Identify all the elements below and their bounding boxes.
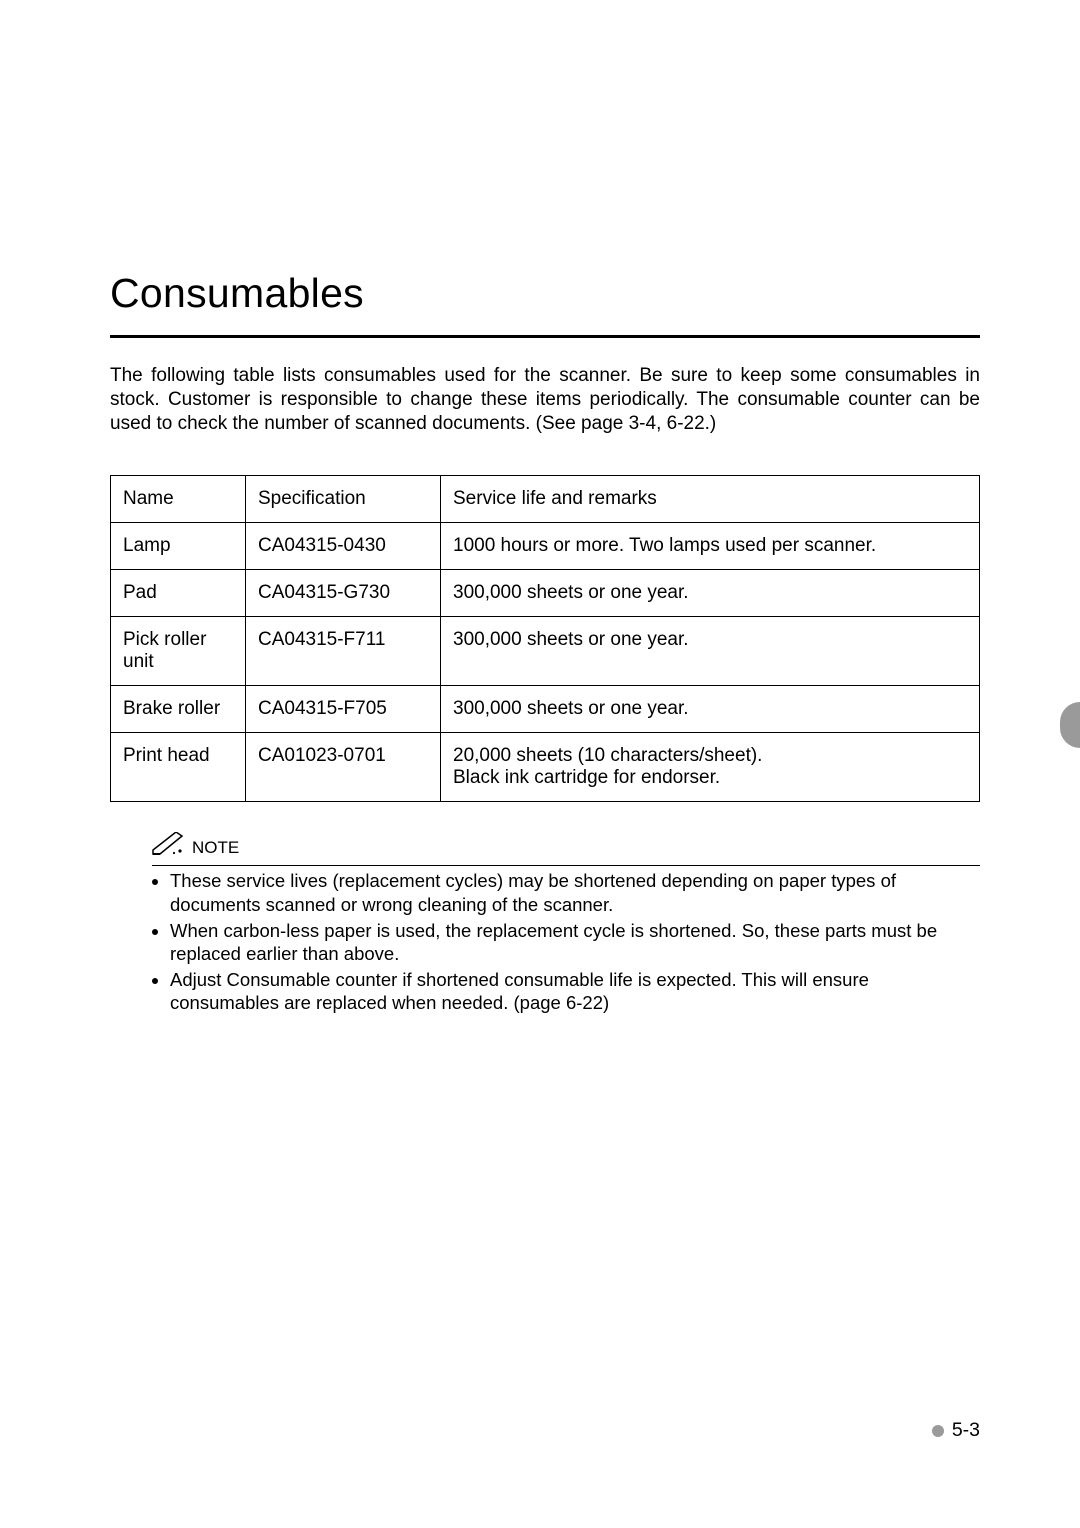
- table-row: Print head CA01023-0701 20,000 sheets (1…: [111, 733, 980, 802]
- note-block: NOTE These service lives (replacement cy…: [152, 832, 980, 1014]
- note-header: NOTE: [152, 832, 980, 861]
- table-header-row: Name Specification Service life and rema…: [111, 476, 980, 523]
- pencil-icon: [152, 832, 186, 861]
- note-item: These service lives (replacement cycles)…: [170, 869, 980, 915]
- col-service-life: Service life and remarks: [441, 476, 980, 523]
- table-row: Brake roller CA04315-F705 300,000 sheets…: [111, 686, 980, 733]
- title-underline: [110, 335, 980, 338]
- page-number-dot-icon: [932, 1425, 944, 1437]
- section-tab: [1060, 702, 1080, 748]
- cell-remarks: 1000 hours or more. Two lamps used per s…: [441, 523, 980, 570]
- note-item: When carbon-less paper is used, the repl…: [170, 919, 980, 965]
- cell-remarks: 300,000 sheets or one year.: [441, 686, 980, 733]
- col-specification: Specification: [246, 476, 441, 523]
- note-item: Adjust Consumable counter if shortened c…: [170, 968, 980, 1014]
- consumables-table: Name Specification Service life and rema…: [110, 475, 980, 802]
- cell-remarks: 20,000 sheets (10 characters/sheet). Bla…: [441, 733, 980, 802]
- cell-name: Brake roller: [111, 686, 246, 733]
- cell-name: Lamp: [111, 523, 246, 570]
- page-title: Consumables: [110, 270, 980, 317]
- page-number-text: 5-3: [952, 1419, 980, 1442]
- cell-remarks: 300,000 sheets or one year.: [441, 570, 980, 617]
- table-row: Lamp CA04315-0430 1000 hours or more. Tw…: [111, 523, 980, 570]
- col-name: Name: [111, 476, 246, 523]
- cell-spec: CA04315-G730: [246, 570, 441, 617]
- cell-spec: CA04315-0430: [246, 523, 441, 570]
- table-row: Pad CA04315-G730 300,000 sheets or one y…: [111, 570, 980, 617]
- cell-spec: CA01023-0701: [246, 733, 441, 802]
- page: Consumables The following table lists co…: [0, 0, 1080, 1528]
- cell-name: Pad: [111, 570, 246, 617]
- cell-name: Print head: [111, 733, 246, 802]
- table-row: Pick roller unit CA04315-F711 300,000 sh…: [111, 617, 980, 686]
- cell-spec: CA04315-F711: [246, 617, 441, 686]
- note-list: These service lives (replacement cycles)…: [152, 865, 980, 1014]
- cell-spec: CA04315-F705: [246, 686, 441, 733]
- cell-name: Pick roller unit: [111, 617, 246, 686]
- cell-remarks: 300,000 sheets or one year.: [441, 617, 980, 686]
- intro-paragraph: The following table lists consumables us…: [110, 364, 980, 435]
- note-label: NOTE: [192, 837, 239, 861]
- page-number: 5-3: [932, 1419, 980, 1442]
